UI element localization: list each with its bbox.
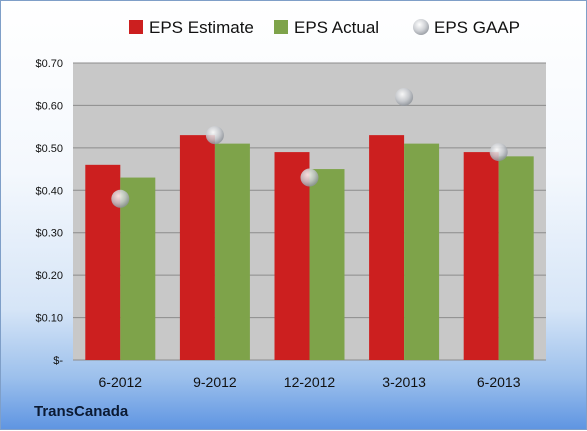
- bars: [85, 135, 534, 360]
- x-category-label: 3-2013: [382, 374, 426, 390]
- eps-actual-bar: [214, 143, 250, 360]
- x-category-label: 6-2012: [99, 374, 143, 390]
- eps-gaap-point: [205, 126, 224, 145]
- eps-estimate-bar: [179, 135, 215, 360]
- eps-gaap-point: [111, 189, 130, 208]
- eps-gaap-point: [300, 168, 319, 187]
- y-tick-label: $-: [53, 355, 63, 367]
- eps-actual-bar: [309, 169, 345, 360]
- y-tick-label: $0.40: [35, 185, 63, 197]
- legend-label: EPS Estimate: [149, 18, 254, 37]
- legend-label: EPS Actual: [294, 18, 379, 37]
- eps-estimate-bar: [274, 152, 310, 360]
- x-category-label: 12-2012: [284, 374, 336, 390]
- y-tick-label: $0.70: [35, 58, 63, 70]
- x-axis-categories: 6-2012 9-2012 12-2012 3-2013 6-2013: [99, 374, 521, 390]
- eps-gaap-point: [395, 87, 414, 106]
- y-tick-label: $0.30: [35, 228, 63, 240]
- eps-estimate-bar: [369, 135, 405, 360]
- y-tick-label: $0.50: [35, 143, 63, 155]
- x-category-label: 6-2013: [477, 374, 521, 390]
- eps-actual-bar: [498, 156, 534, 360]
- y-tick-label: $0.20: [35, 270, 63, 282]
- y-tick-label: $0.60: [35, 100, 63, 112]
- legend-swatch: [413, 19, 429, 35]
- company-name: TransCanada: [34, 403, 129, 420]
- legend-swatch: [129, 20, 143, 34]
- eps-actual-bar: [404, 143, 440, 360]
- legend-swatch: [274, 20, 288, 34]
- eps-actual-bar: [120, 177, 156, 360]
- y-axis-ticks: $- $0.10 $0.20 $0.30 $0.40 $0.50 $0.60 $0.70: [35, 58, 63, 367]
- legend-label: EPS GAAP: [434, 18, 520, 37]
- eps-estimate-bar: [463, 152, 499, 360]
- eps-gaap-point: [489, 143, 508, 162]
- x-category-label: 9-2012: [193, 374, 237, 390]
- legend: EPS Estimate EPS Actual EPS GAAP: [129, 18, 520, 37]
- y-tick-label: $0.10: [35, 313, 63, 325]
- gaap-points: [111, 87, 508, 208]
